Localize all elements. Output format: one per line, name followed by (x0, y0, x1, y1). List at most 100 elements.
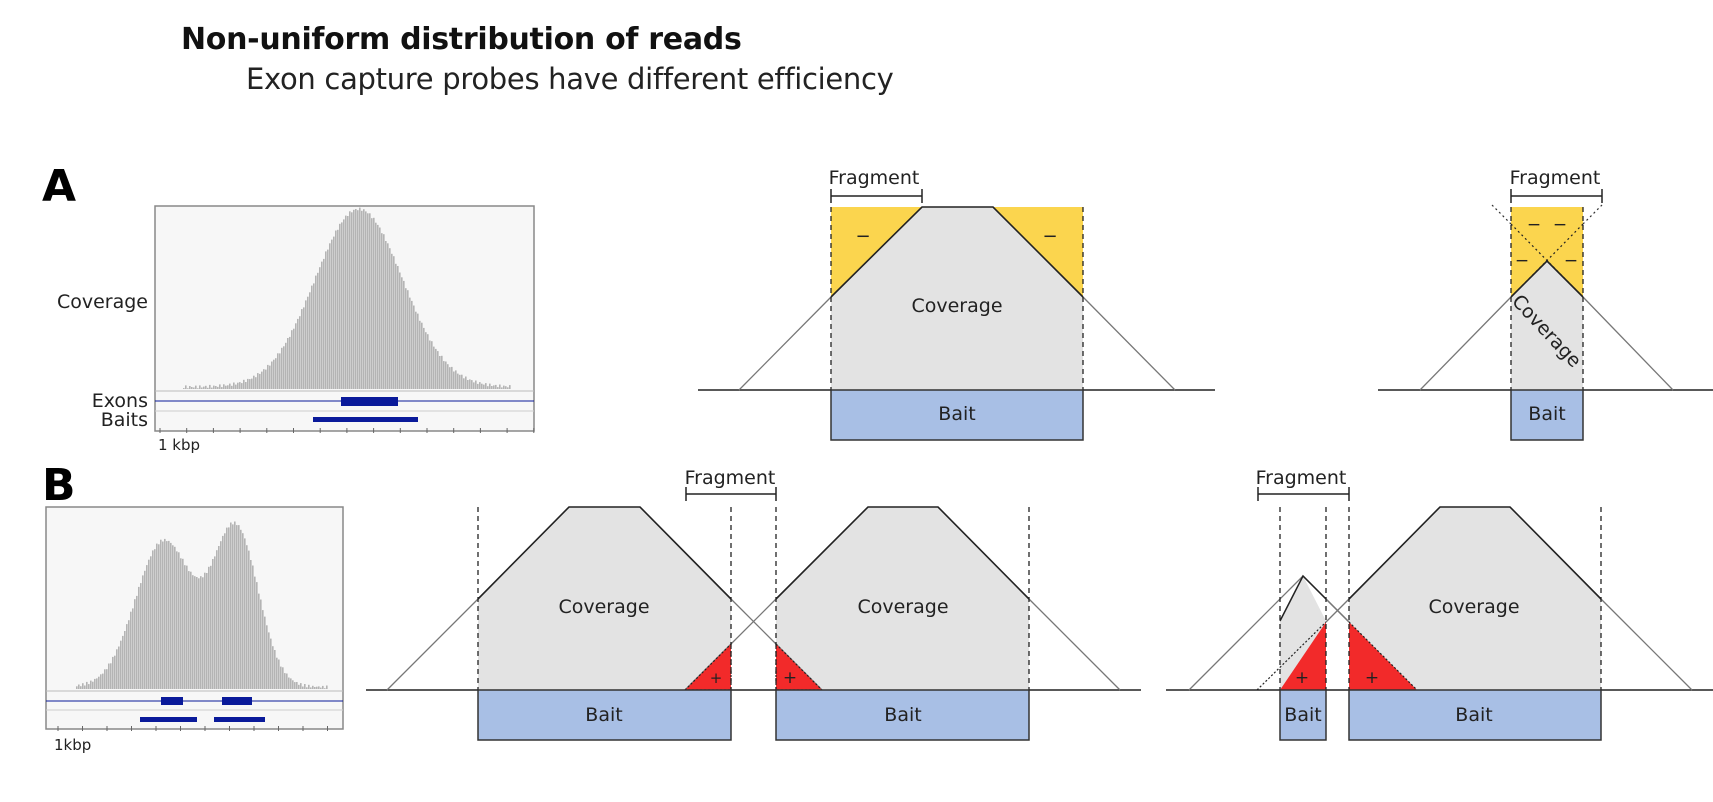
coverage-bar (185, 385, 187, 389)
coverage-bar (421, 322, 423, 389)
panel-b-ruler-ticks (57, 726, 328, 731)
panel-b-coverage-histogram (76, 521, 328, 689)
coverage-bar (204, 572, 206, 689)
coverage-bar (148, 559, 150, 689)
coverage-bar (315, 275, 317, 389)
coverage-bar (90, 680, 92, 689)
coverage-bar (445, 361, 447, 389)
panel-a-bait-box (830, 389, 1084, 441)
coverage-bar (172, 545, 174, 689)
coverage-bar (369, 213, 371, 389)
panel-a-narrow-minus-region (1511, 207, 1583, 297)
panel-b-plus-sign-4: + (1365, 668, 1379, 688)
panel-b-bait-box-2 (775, 689, 1030, 741)
panel-b-exon-block-1 (161, 697, 183, 705)
coverage-bar (317, 272, 319, 389)
panel-b-coverage-area-2 (776, 507, 1029, 690)
panel-a-narrow-fragment-label: Fragment (1510, 167, 1601, 189)
coverage-bar (230, 522, 232, 689)
coverage-bar (379, 227, 381, 389)
coverage-bar (447, 364, 449, 389)
coverage-bar (114, 655, 116, 689)
coverage-bar (308, 684, 310, 689)
coverage-bar (245, 382, 247, 389)
coverage-bar (168, 540, 170, 689)
coverage-bar (296, 682, 298, 689)
coverage-bar (333, 236, 335, 389)
coverage-bar (198, 578, 200, 689)
coverage-bar (210, 565, 212, 689)
coverage-bar (329, 243, 331, 389)
coverage-bar (158, 544, 160, 689)
panel-b-small-tail-left (1188, 575, 1304, 691)
coverage-bar (469, 379, 471, 389)
coverage-bar (297, 318, 299, 389)
panel-a-narrow-minus-sign-2: − (1553, 215, 1567, 235)
coverage-bar (256, 582, 258, 689)
coverage-bar (156, 543, 158, 689)
coverage-bar (298, 684, 300, 689)
panel-a-coverage-outline (830, 206, 1084, 298)
coverage-bar (233, 382, 235, 389)
coverage-bar (94, 678, 96, 689)
coverage-bar (273, 359, 275, 389)
coverage-bar (209, 384, 211, 389)
coverage-bar (261, 371, 263, 389)
coverage-bar (225, 385, 227, 389)
panel-a-narrow-coverage-outline (1510, 259, 1584, 298)
coverage-bar (190, 571, 192, 689)
coverage-bar (206, 573, 208, 689)
coverage-bar (493, 385, 495, 389)
coverage-bar (319, 267, 321, 389)
coverage-bar (195, 385, 197, 389)
coverage-bar (259, 373, 261, 389)
coverage-bar (219, 384, 221, 389)
panel-b-plus-sign-3: + (1295, 668, 1309, 688)
panel-b-small-bait-schematic (1166, 487, 1713, 741)
coverage-bar (301, 309, 303, 389)
coverage-bar (307, 296, 309, 389)
coverage-bar (363, 209, 365, 389)
panel-a-bait-block (313, 417, 418, 422)
coverage-bar (257, 373, 259, 389)
panel-b-dotted-diag-2 (1348, 621, 1418, 691)
coverage-bar (449, 367, 451, 389)
panel-a-igv-coverage-label: Coverage (57, 291, 148, 313)
coverage-bar (152, 550, 154, 689)
coverage-bar (325, 251, 327, 389)
coverage-bar (226, 527, 228, 689)
panel-a-exon-block (341, 397, 398, 406)
coverage-bar (357, 210, 359, 389)
coverage-bar (439, 356, 441, 389)
coverage-bar (487, 386, 489, 389)
coverage-bar (196, 577, 198, 689)
coverage-bar (232, 524, 234, 689)
panel-a-coverage-label: Coverage (911, 295, 1002, 317)
panel-a-igv-track (154, 205, 535, 433)
coverage-bar (461, 374, 463, 389)
coverage-bar (277, 353, 279, 389)
coverage-bar (186, 565, 188, 689)
coverage-bar (503, 385, 505, 389)
coverage-bar (300, 683, 302, 689)
coverage-bar (262, 610, 264, 689)
coverage-bar (318, 686, 320, 689)
coverage-bar (164, 538, 166, 689)
coverage-bar (391, 253, 393, 389)
coverage-bar (371, 218, 373, 389)
coverage-bar (299, 316, 301, 389)
coverage-bar (409, 297, 411, 389)
coverage-bar (279, 353, 281, 389)
coverage-bar (110, 663, 112, 689)
coverage-bar (92, 681, 94, 689)
coverage-bar (200, 576, 202, 689)
coverage-bar (244, 538, 246, 689)
coverage-bar (471, 380, 473, 389)
panel-b-bait-block-2 (214, 717, 265, 722)
panel-a-igv-scale-label: 1 kbp (158, 436, 200, 454)
coverage-bar (278, 659, 280, 689)
coverage-bar (441, 355, 443, 389)
panel-b-coverage-label-2: Coverage (857, 596, 948, 618)
coverage-bar (223, 384, 225, 389)
coverage-bar (373, 217, 375, 389)
